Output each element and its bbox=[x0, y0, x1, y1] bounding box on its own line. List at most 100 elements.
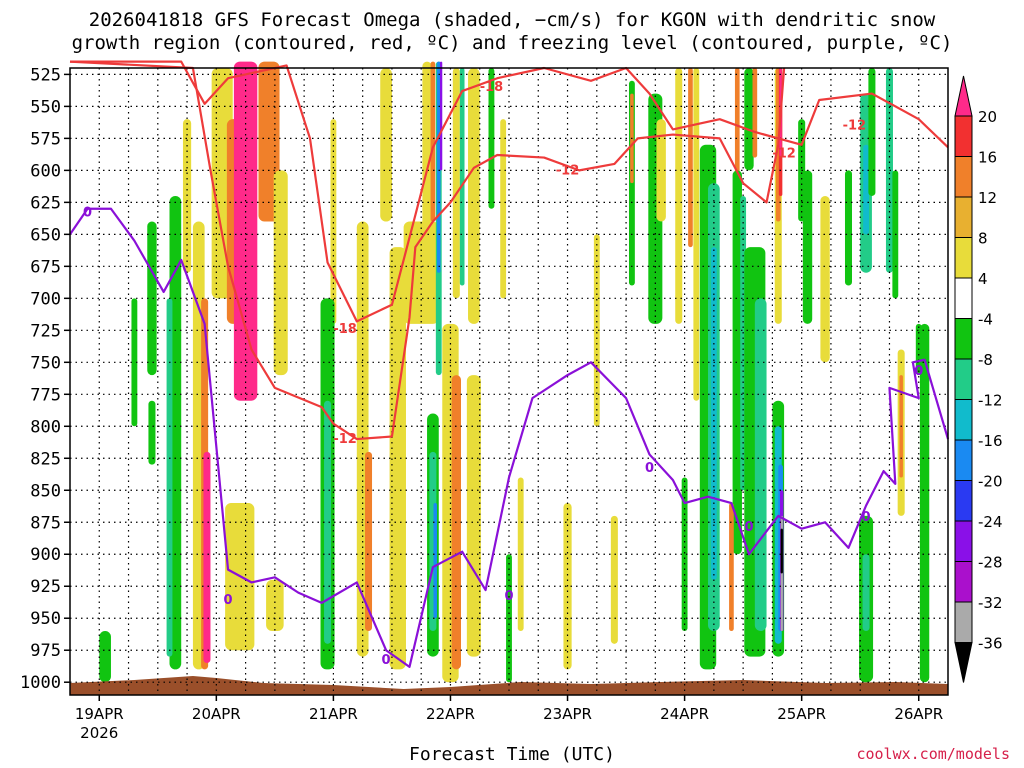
omega-cell bbox=[324, 400, 332, 644]
omega-cell bbox=[780, 528, 783, 574]
colorbar-label: -28 bbox=[978, 554, 1003, 572]
x-axis-title: Forecast Time (UTC) bbox=[409, 744, 615, 765]
y-tick-label: 650 bbox=[30, 225, 61, 245]
omega-cell bbox=[389, 247, 406, 670]
omega-cell bbox=[266, 579, 284, 632]
colorbar-label: 16 bbox=[978, 149, 997, 167]
omega-cell bbox=[330, 119, 337, 324]
y-tick-label: 975 bbox=[30, 641, 61, 661]
omega-cell bbox=[380, 68, 392, 222]
contour-lines: -18 -18 -12 -12 -12 -12 0 0 0 0 0 0 0 0 bbox=[69, 60, 950, 668]
dgz-contour-label: -12 bbox=[556, 163, 580, 178]
omega-cell bbox=[656, 119, 666, 222]
y-tick-label: 725 bbox=[30, 321, 61, 341]
omega-cell bbox=[610, 515, 618, 644]
colorbar-label: -12 bbox=[978, 392, 1003, 410]
y-tick-label: 925 bbox=[30, 577, 61, 597]
colorbar-label: -32 bbox=[978, 594, 1003, 612]
y-tick-label: 1000 bbox=[20, 673, 61, 693]
colorbar-segment bbox=[954, 196, 973, 238]
dgz-contour-label: -18 bbox=[333, 322, 357, 337]
omega-cell bbox=[919, 323, 930, 683]
colorbar-segment bbox=[954, 237, 973, 279]
colorbar-segment bbox=[954, 399, 973, 441]
y-tick-label: 900 bbox=[30, 545, 61, 565]
omega-cell bbox=[593, 234, 600, 427]
colorbar-segment bbox=[954, 439, 973, 481]
omega-cell bbox=[868, 68, 876, 196]
omega-cell bbox=[452, 68, 460, 299]
x-tick-year: 2026 bbox=[80, 724, 118, 742]
colorbar-label: -8 bbox=[978, 351, 993, 369]
x-tick-label: 19APR bbox=[75, 705, 124, 723]
omega-cell bbox=[752, 68, 758, 158]
colorbar-segment bbox=[954, 358, 973, 400]
colorbar-label: 4 bbox=[978, 270, 988, 288]
omega-cell bbox=[802, 170, 813, 324]
freezing-level-contour bbox=[69, 207, 950, 668]
y-tick-label: 600 bbox=[30, 161, 61, 181]
x-tick-label: 21APR bbox=[309, 705, 358, 723]
omega-cell bbox=[862, 554, 870, 632]
omega-cell bbox=[710, 247, 717, 580]
omega-cell bbox=[459, 68, 465, 286]
y-tick-label: 575 bbox=[30, 129, 61, 149]
omega-cell bbox=[131, 298, 138, 427]
freezing-contour-label: 0 bbox=[224, 593, 233, 608]
x-tick-label: 20APR bbox=[192, 705, 241, 723]
x-tick-label: 25APR bbox=[777, 705, 826, 723]
omega-cell bbox=[488, 68, 495, 209]
omega-shading bbox=[99, 61, 930, 683]
colorbar-segment bbox=[954, 480, 973, 522]
x-tick-label: 26APR bbox=[894, 705, 943, 723]
colorbar-segment bbox=[954, 601, 973, 643]
omega-cell bbox=[437, 61, 441, 273]
colorbar-segment bbox=[954, 520, 973, 562]
colorbar-top-arrow bbox=[954, 75, 973, 117]
freezing-contour-label: 0 bbox=[744, 520, 753, 535]
y-tick-label: 950 bbox=[30, 609, 61, 629]
colorbar-label: 12 bbox=[978, 189, 997, 207]
colorbar-label: -20 bbox=[978, 473, 1003, 491]
chart-title-line-1: 2026041818 GFS Forecast Omega (shaded, −… bbox=[88, 9, 936, 31]
y-axis: 525 550 575 600 625 650 675 700 725 750 775 800 825 8… bbox=[20, 65, 70, 693]
y-tick-label: 550 bbox=[30, 97, 61, 117]
colorbar-label: -24 bbox=[978, 513, 1003, 531]
dgz-contour-label: -12 bbox=[333, 432, 357, 447]
freezing-contour-label: 0 bbox=[645, 461, 654, 476]
colorbar-segment bbox=[954, 561, 973, 603]
grid-lines bbox=[70, 68, 948, 695]
freezing-contour-label: 0 bbox=[862, 510, 871, 525]
y-tick-label: 750 bbox=[30, 353, 61, 373]
freezing-contour-label: 0 bbox=[382, 653, 391, 668]
y-tick-label: 800 bbox=[30, 417, 61, 437]
omega-cell bbox=[732, 170, 742, 555]
colorbar-segment bbox=[954, 318, 973, 360]
y-tick-label: 775 bbox=[30, 385, 61, 405]
y-tick-label: 875 bbox=[30, 513, 61, 533]
omega-cell bbox=[147, 221, 157, 376]
credit-link[interactable]: coolwx.com/models bbox=[856, 745, 1010, 763]
freezing-contour-label: 0 bbox=[83, 205, 92, 220]
dgz-contour-upper bbox=[70, 60, 949, 323]
omega-cell bbox=[844, 170, 853, 286]
omega-cell bbox=[729, 503, 734, 632]
omega-cell bbox=[433, 503, 438, 619]
colorbar-label: -16 bbox=[978, 432, 1003, 450]
x-tick-label: 23APR bbox=[543, 705, 592, 723]
omega-cell bbox=[233, 61, 258, 401]
colorbar-label: 20 bbox=[978, 108, 997, 126]
freezing-contour-label: 0 bbox=[504, 589, 513, 604]
dgz-contour-label: -18 bbox=[480, 80, 504, 95]
omega-cell bbox=[203, 451, 211, 664]
dgz-contour-lower bbox=[69, 60, 786, 441]
plot-frame bbox=[69, 67, 949, 696]
omega-cell bbox=[675, 68, 683, 324]
y-tick-label: 825 bbox=[30, 449, 61, 469]
omega-cell bbox=[885, 68, 893, 273]
omega-cell bbox=[693, 68, 700, 401]
dgz-contour-label: -12 bbox=[772, 147, 796, 162]
omega-cell bbox=[439, 61, 443, 171]
colorbar-label: 8 bbox=[978, 230, 988, 248]
omega-cell bbox=[99, 631, 111, 683]
